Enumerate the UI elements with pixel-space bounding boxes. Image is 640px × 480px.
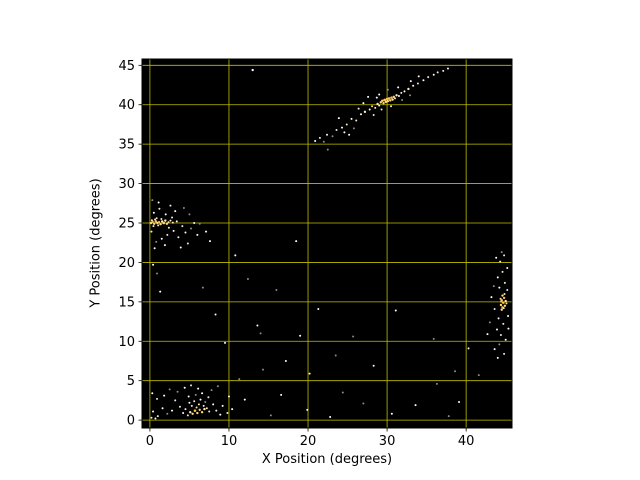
x-tick-label: 30 <box>379 434 396 449</box>
y-tick-label: 25 <box>118 217 135 232</box>
y-tick-label: 0 <box>127 414 135 429</box>
x-tick-label: 0 <box>146 434 154 449</box>
y-tick-label: 40 <box>118 98 135 113</box>
axes-spines <box>141 58 513 429</box>
y-tick-label: 35 <box>118 138 135 153</box>
y-axis-label: Y Position (degrees) <box>88 178 104 308</box>
y-tick-label: 15 <box>118 295 135 310</box>
scatter-points <box>149 67 510 420</box>
x-axis-label: X Position (degrees) <box>261 452 393 467</box>
y-tick-label: 20 <box>118 256 135 271</box>
x-tick-label: 40 <box>458 434 475 449</box>
x-tick-label: 10 <box>221 434 238 449</box>
plot-area <box>142 59 512 428</box>
y-tick-label: 5 <box>127 374 135 389</box>
y-tick-label: 10 <box>118 335 135 350</box>
x-tick-label: 20 <box>300 434 317 449</box>
y-tick-label: 45 <box>118 59 135 74</box>
y-tick-label: 30 <box>118 177 135 192</box>
